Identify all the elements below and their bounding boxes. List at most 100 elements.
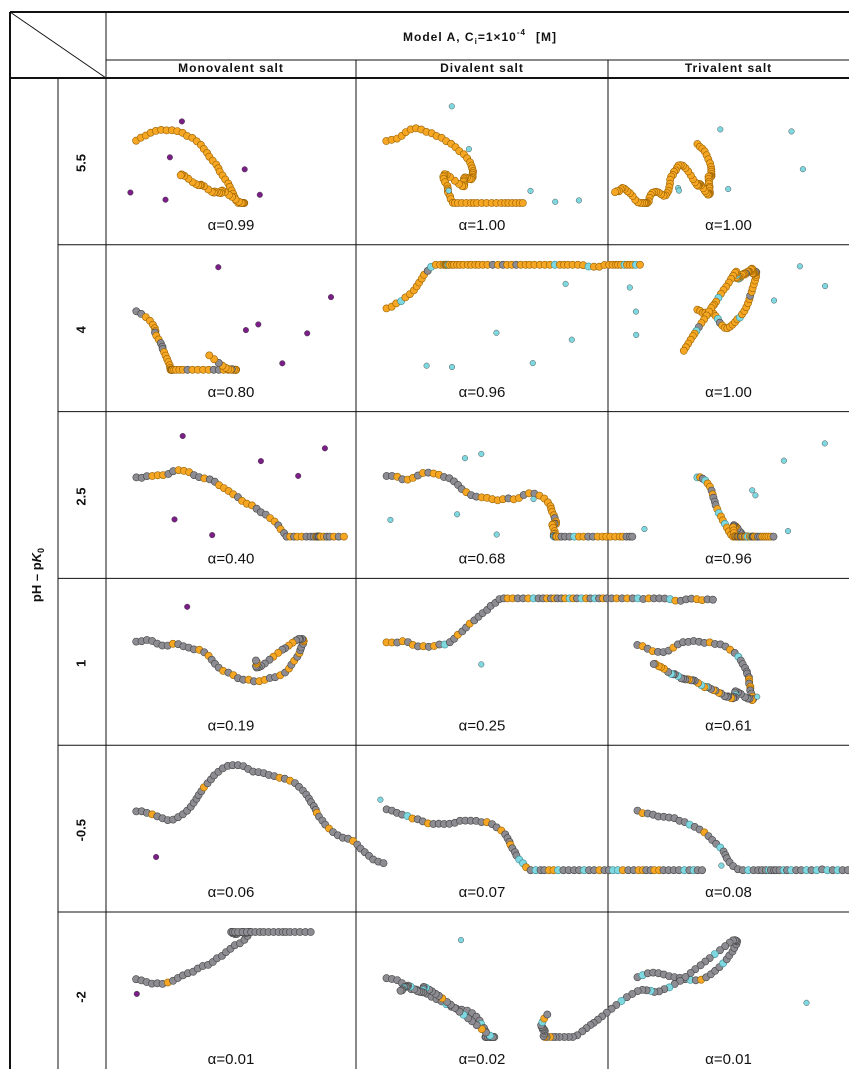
bead — [397, 987, 404, 994]
ion — [569, 337, 575, 343]
ion — [718, 127, 724, 133]
bead — [307, 928, 314, 935]
page: Model A, Ci=1×10-4[M] pH – pK0 Monovalen… — [0, 0, 849, 1069]
ion — [243, 327, 249, 333]
snapshot — [133, 928, 315, 996]
alpha-label: α=0.96 — [459, 384, 506, 401]
ion — [216, 264, 222, 270]
bead — [699, 867, 706, 874]
snapshot — [383, 937, 498, 1040]
figure-table: Model A, Ci=1×10-4[M] pH – pK0 Monovalen… — [0, 0, 849, 1069]
column-header: Monovalent salt — [178, 61, 284, 75]
ion — [789, 129, 795, 135]
ion — [563, 281, 569, 287]
ion — [458, 937, 464, 943]
ion — [280, 361, 286, 367]
snapshot — [634, 637, 760, 703]
snapshot — [538, 937, 810, 1041]
bead — [544, 1011, 551, 1018]
alpha-label: α=1.00 — [705, 217, 752, 234]
alpha-label: α=0.07 — [459, 884, 506, 901]
snapshot — [383, 451, 636, 540]
ion — [449, 104, 455, 110]
ion — [754, 694, 760, 700]
row-label: 1 — [73, 660, 88, 667]
ion — [797, 264, 803, 270]
ion — [446, 188, 452, 194]
ion — [479, 662, 485, 668]
alpha-label: α=0.99 — [208, 217, 255, 234]
ion — [257, 192, 263, 198]
bead — [611, 189, 618, 196]
snapshot — [133, 762, 387, 867]
ion — [627, 285, 633, 291]
column-header: Trivalent salt — [685, 61, 772, 75]
alpha-label: α=1.00 — [705, 384, 752, 401]
row-label: 4 — [73, 325, 88, 333]
bead — [680, 347, 687, 354]
snapshot — [133, 604, 308, 685]
ion — [172, 517, 178, 523]
bead — [636, 261, 643, 268]
snapshot — [133, 433, 348, 540]
ion — [378, 797, 384, 803]
snapshot — [383, 261, 644, 370]
ion — [552, 199, 558, 205]
ion — [128, 190, 134, 196]
alpha-label: α=0.40 — [208, 551, 255, 568]
title-text: Model A, C — [403, 30, 475, 44]
ion — [462, 455, 468, 461]
snapshot — [627, 264, 828, 355]
axis-text: pH – p — [29, 562, 44, 602]
ion — [179, 119, 185, 125]
ion — [642, 526, 648, 532]
bead — [177, 172, 184, 179]
ion — [494, 330, 500, 336]
corner-diagonal — [10, 12, 106, 78]
alpha-label: α=1.00 — [459, 217, 506, 234]
bead — [709, 596, 716, 603]
ion — [725, 186, 731, 192]
row-label: 5.5 — [73, 154, 88, 172]
ion — [749, 488, 755, 494]
ion — [804, 1000, 810, 1006]
row-label: -2 — [73, 991, 88, 1003]
ion — [322, 446, 328, 452]
ion — [719, 863, 725, 869]
snapshot — [634, 807, 849, 874]
alpha-label: α=0.08 — [705, 884, 752, 901]
ion — [180, 433, 186, 439]
alpha-label: α=0.01 — [705, 1051, 752, 1068]
bead — [629, 533, 636, 540]
alpha-label: α=0.80 — [208, 384, 255, 401]
alpha-label: α=0.68 — [459, 551, 506, 568]
bead — [844, 867, 849, 874]
ion — [295, 473, 301, 479]
snapshot — [611, 127, 805, 207]
ion — [184, 604, 190, 610]
ion — [781, 458, 787, 464]
ion — [466, 146, 472, 152]
alpha-label: α=0.25 — [459, 717, 506, 734]
ion — [449, 364, 455, 370]
title-sup: -4 — [517, 28, 526, 37]
ion — [304, 331, 310, 337]
ion — [388, 517, 394, 523]
ion — [800, 166, 806, 172]
ion — [328, 294, 334, 300]
alpha-label: α=0.96 — [705, 551, 752, 568]
ion — [528, 188, 534, 194]
ion — [255, 322, 261, 328]
table-grid — [10, 12, 849, 1069]
ion — [242, 167, 248, 173]
row-label: 2.5 — [73, 488, 88, 506]
ion — [258, 458, 264, 464]
bead — [206, 352, 213, 359]
ion — [134, 991, 140, 997]
title-mid: =1×10 — [478, 30, 517, 44]
ion — [576, 198, 582, 204]
snapshot — [383, 104, 582, 207]
bead — [770, 533, 777, 540]
ion — [424, 363, 430, 369]
ion — [771, 298, 777, 304]
